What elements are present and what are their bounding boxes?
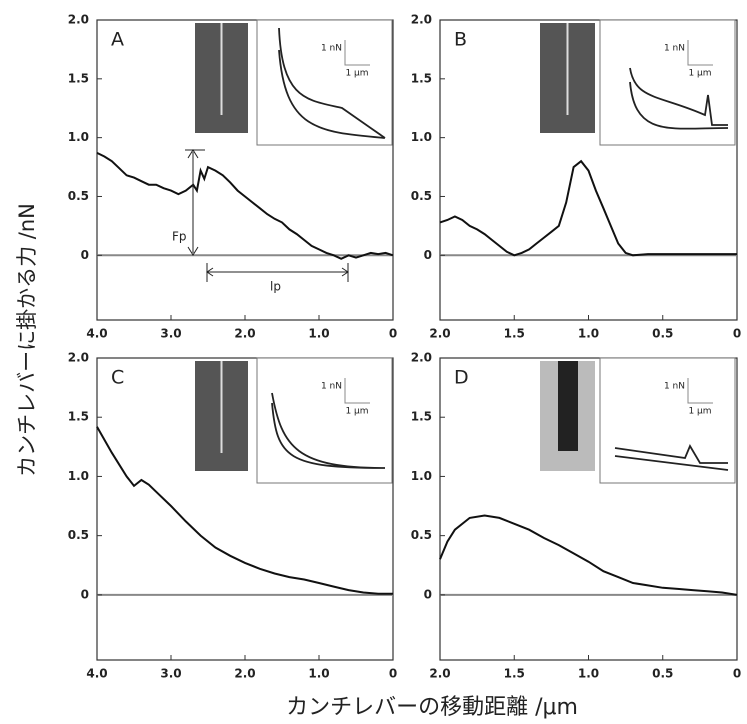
y-tick-label: 0.5 (411, 189, 432, 203)
data-line (96, 426, 393, 595)
y-tick-label: 0 (81, 587, 89, 601)
inset-box (256, 19, 393, 146)
x-tick-label: 0 (733, 667, 741, 681)
x-tick-label: 4.0 (86, 667, 107, 681)
y-tick-label: 0 (424, 587, 432, 601)
x-tick-label: 1.0 (308, 327, 329, 341)
x-tick-label: 3.0 (160, 667, 181, 681)
inset-x-scale: 1 μm (688, 407, 711, 417)
x-tick-label: 0 (733, 327, 741, 341)
inset-scale (344, 378, 370, 404)
inset-box (256, 357, 393, 484)
inset-scale (344, 40, 370, 66)
x-tick-label: 4.0 (86, 327, 107, 341)
x-tick-label: 2.0 (234, 667, 255, 681)
annotation: Fp (172, 230, 187, 244)
y-tick-label: 0 (424, 248, 432, 262)
x-tick-label: 1.0 (308, 667, 329, 681)
annotation: lp (270, 280, 281, 294)
panel-label: B (454, 29, 467, 51)
panel-label: C (111, 367, 124, 389)
inset-y-scale: 1 nN (664, 382, 685, 392)
y-tick-label: 0.5 (68, 189, 89, 203)
y-tick-label: 1.0 (411, 469, 432, 483)
inset-curve (278, 27, 386, 139)
y-tick-label: 1.0 (68, 469, 89, 483)
inset-y-scale: 1 nN (664, 44, 685, 54)
y-tick-label: 0.5 (411, 528, 432, 542)
inset-x-scale: 1 μm (345, 407, 368, 417)
x-tick-label: 2.0 (234, 327, 255, 341)
y-tick-label: 2.0 (411, 13, 432, 27)
inset-x-scale: 1 μm (345, 69, 368, 79)
y-tick-label: 2.0 (68, 13, 89, 27)
x-tick-label: 1.5 (504, 327, 525, 341)
y-tick-label: 2.0 (68, 351, 89, 365)
y-tick-label: 1.5 (411, 71, 432, 85)
x-tick-label: 3.0 (160, 327, 181, 341)
panel-label: A (111, 29, 124, 51)
y-tick-label: 1.0 (411, 130, 432, 144)
x-tick-label: 0.5 (652, 667, 673, 681)
inset-scale (687, 378, 713, 404)
x-tick-label: 0 (389, 667, 397, 681)
y-tick-label: 1.5 (68, 410, 89, 424)
data-line (439, 514, 738, 596)
panel-label: D (454, 367, 469, 389)
inset-image-core (558, 361, 578, 451)
inset-box (599, 19, 736, 146)
inset-y-scale: 1 nN (321, 44, 342, 54)
y-tick-label: 1.0 (68, 130, 89, 144)
x-axis-label: カンチレバーの移動距離 /μm (286, 695, 578, 720)
inset-curve (271, 392, 386, 469)
inset-y-scale: 1 nN (321, 382, 342, 392)
x-tick-label: 1.0 (578, 327, 599, 341)
y-tick-label: 0.5 (68, 528, 89, 542)
fp-arrow (185, 149, 205, 256)
inset-box (599, 357, 736, 484)
inset-curve (629, 67, 729, 130)
x-tick-label: 1.5 (504, 667, 525, 681)
y-tick-label: 1.5 (411, 410, 432, 424)
y-tick-label: 1.5 (68, 71, 89, 85)
x-tick-label: 2.0 (429, 667, 450, 681)
inset-x-scale: 1 μm (688, 69, 711, 79)
inset-curve (614, 443, 729, 471)
data-line (96, 152, 394, 260)
x-tick-label: 0.5 (652, 327, 673, 341)
inset-scale (687, 40, 713, 66)
lp-arrow (206, 263, 349, 282)
y-axis-label: カンチレバーに掛かる力 /nN (15, 203, 39, 477)
y-tick-label: 2.0 (411, 351, 432, 365)
y-tick-label: 0 (81, 248, 89, 262)
x-tick-label: 0 (389, 327, 397, 341)
x-tick-label: 2.0 (429, 327, 450, 341)
data-line (439, 159, 737, 257)
x-tick-label: 1.0 (578, 667, 599, 681)
